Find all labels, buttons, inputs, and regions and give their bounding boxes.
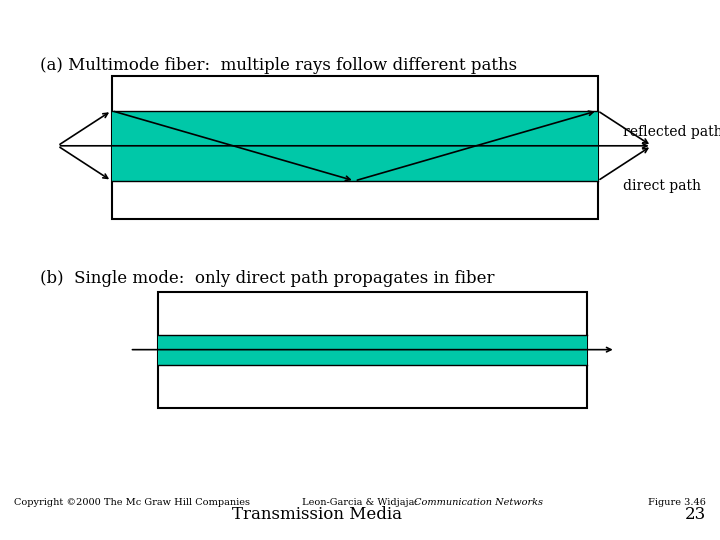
Text: Figure 3.46: Figure 3.46	[648, 497, 706, 507]
Bar	[158, 292, 587, 408]
Text: 23: 23	[684, 506, 706, 523]
Text: (a) Multimode fiber:  multiple rays follow different paths: (a) Multimode fiber: multiple rays follo…	[40, 57, 517, 73]
Text: Leon-Garcia & Widjaja:: Leon-Garcia & Widjaja:	[302, 497, 424, 507]
Bar	[112, 76, 598, 219]
Bar	[112, 111, 598, 181]
Text: reflected path: reflected path	[623, 125, 720, 139]
Bar	[158, 335, 587, 365]
Text: direct path: direct path	[623, 179, 701, 193]
Text: Copyright ©2000 The Mc Graw Hill Companies: Copyright ©2000 The Mc Graw Hill Compani…	[14, 497, 251, 507]
Text: Transmission Media: Transmission Media	[232, 506, 402, 523]
Text: Communication Networks: Communication Networks	[414, 497, 543, 507]
Text: (b)  Single mode:  only direct path propagates in fiber: (b) Single mode: only direct path propag…	[40, 270, 494, 287]
